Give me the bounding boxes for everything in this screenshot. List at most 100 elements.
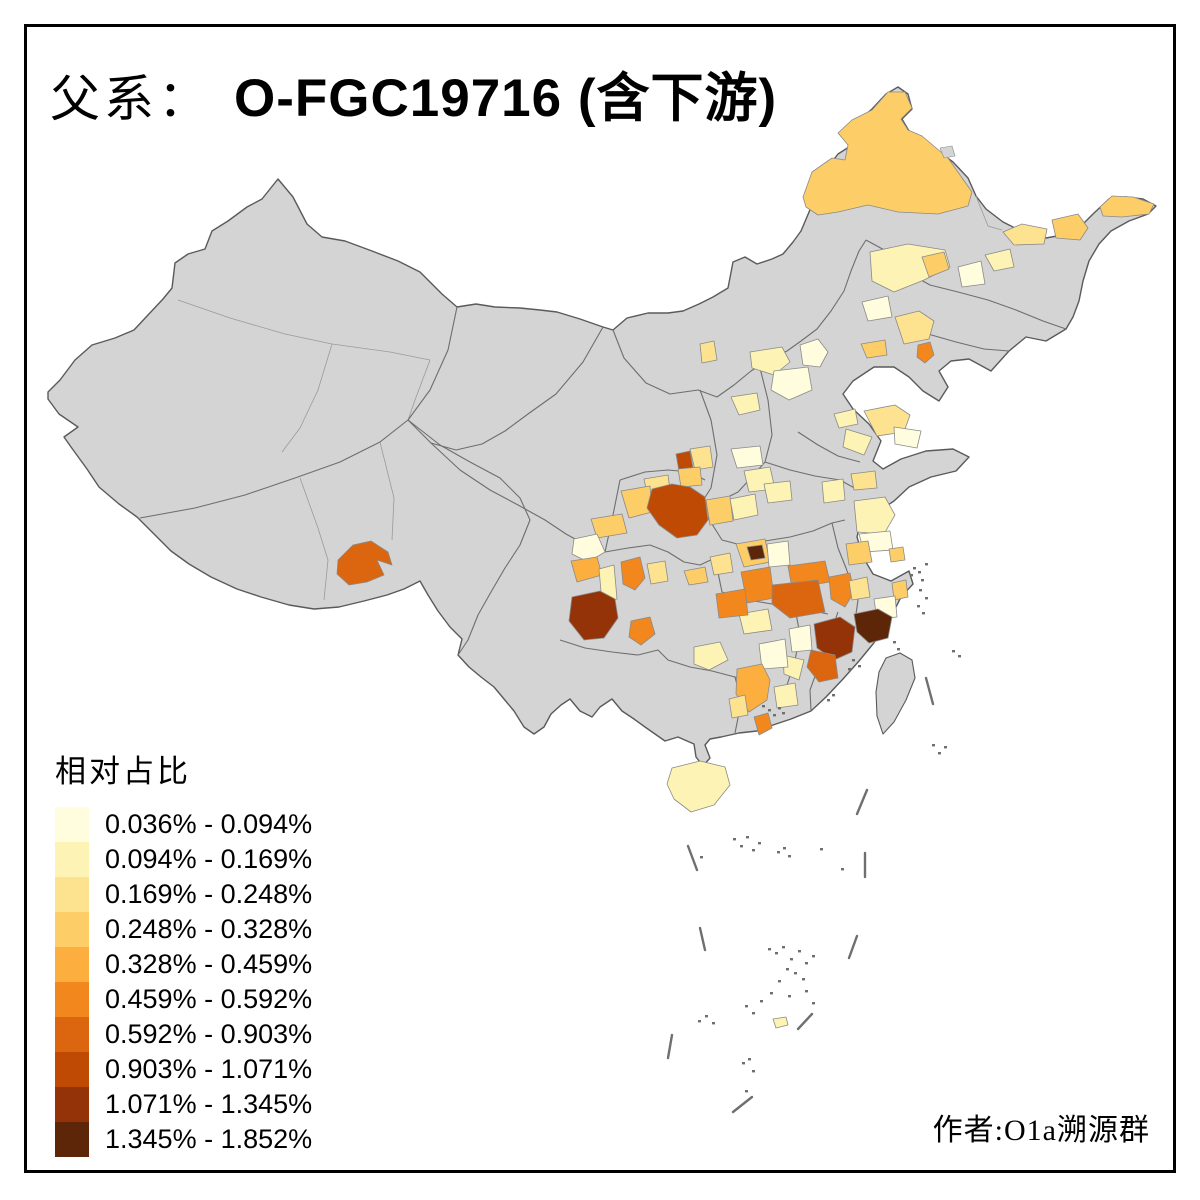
legend-label: 0.094% - 0.169% (105, 844, 313, 874)
choropleth-region (860, 339, 888, 359)
province-boundary-line (699, 504, 846, 546)
legend-swatch (55, 912, 89, 947)
small-island-speck (773, 714, 776, 717)
legend-title: 相对占比 (55, 754, 191, 789)
legend-row: 0.036% - 0.094% (55, 807, 312, 842)
choropleth-region (853, 608, 893, 644)
choropleth-region (850, 470, 878, 491)
legend-row: 0.903% - 1.071% (55, 1052, 312, 1087)
legend-swatch (55, 877, 89, 912)
small-island-speck (762, 705, 765, 708)
choropleth-region (728, 694, 749, 719)
small-island-speck (778, 980, 781, 983)
small-island-speck (820, 848, 823, 851)
small-island-speck (788, 855, 791, 858)
legend-swatch (55, 1087, 89, 1122)
small-island-speck (768, 709, 771, 712)
choropleth-region (753, 712, 773, 736)
sea-boundary-dash (847, 934, 859, 960)
legend-rows: 0.036% - 0.094% 0.094% - 0.169% 0.169% - 0… (55, 807, 312, 1157)
legend-swatch (55, 1017, 89, 1052)
choropleth-region (861, 295, 893, 322)
legend-swatch (55, 947, 89, 982)
choropleth-region (730, 392, 761, 416)
sea-boundary-dash (731, 1095, 754, 1114)
small-island-speck (952, 650, 955, 653)
choropleth-region (813, 616, 856, 661)
small-island-speck (705, 1015, 708, 1018)
province-boundary-line (797, 431, 861, 463)
legend-label: 0.459% - 0.592% (105, 984, 313, 1014)
province-boundary-line (139, 306, 458, 519)
prefecture-boundary-line (281, 343, 333, 453)
small-island-speck (712, 1022, 715, 1025)
small-island-speck (925, 597, 928, 600)
small-island-speck (921, 579, 924, 582)
sea-boundary-dash (698, 926, 707, 952)
small-island-speck (802, 978, 805, 981)
small-island-speck (944, 746, 947, 749)
legend-label: 0.328% - 0.459% (105, 949, 313, 979)
legend-swatch (55, 982, 89, 1017)
province-boundary-line (699, 389, 718, 506)
small-island-speck (783, 847, 786, 850)
choropleth-region (677, 466, 703, 488)
choropleth-region (646, 483, 709, 539)
prefecture-boundary-line (379, 441, 395, 541)
sea-boundary-dash (855, 788, 869, 816)
legend-label: 1.345% - 1.852% (105, 1124, 313, 1154)
province-boundary-line (407, 419, 531, 656)
small-island-speck (745, 1005, 748, 1008)
small-island-speck (917, 605, 920, 608)
sea-boundary-dash (796, 1012, 814, 1031)
legend-swatch (55, 807, 89, 842)
legend-row: 1.345% - 1.852% (55, 1122, 312, 1157)
legend-row: 1.071% - 1.345% (55, 1087, 312, 1122)
small-island-speck (698, 1020, 701, 1023)
choropleth-region (699, 340, 718, 364)
choropleth-region (336, 540, 393, 586)
choropleth-region (957, 260, 986, 288)
region-hole (939, 145, 956, 159)
choropleth-region (749, 346, 791, 376)
choropleth-region (853, 496, 896, 535)
small-island-speck (832, 694, 835, 697)
province-boundary-line (407, 326, 604, 451)
taiwan-island (875, 652, 916, 735)
small-island-speck (770, 992, 773, 995)
province-boundary-line (764, 461, 859, 491)
small-island-speck (958, 655, 961, 658)
choropleth-region (590, 513, 628, 539)
choropleth-region (894, 310, 935, 345)
small-island-speck (782, 946, 785, 949)
small-island-speck (742, 1062, 745, 1065)
choropleth-region (763, 480, 793, 504)
choropleth-region (821, 478, 846, 504)
small-island-speck (782, 712, 785, 715)
choropleth-region (921, 251, 950, 278)
legend-label: 1.071% - 1.345% (105, 1089, 313, 1119)
small-island-speck (760, 1000, 763, 1003)
choropleth-region (758, 638, 789, 670)
small-island-speck (777, 851, 780, 854)
legend-label: 0.169% - 0.248% (105, 879, 313, 909)
small-island-speck (790, 958, 793, 961)
choropleth-region (842, 428, 873, 456)
choropleth-region (1002, 223, 1048, 246)
small-island-speck (745, 1090, 748, 1093)
small-island-speck (748, 1058, 751, 1061)
choropleth-region (833, 408, 859, 429)
choropleth-region (620, 556, 646, 591)
choropleth-region (828, 572, 855, 608)
small-island-speck (922, 612, 925, 615)
sea-boundary-dash (666, 1033, 674, 1060)
choropleth-region (799, 338, 829, 368)
small-island-speck (827, 699, 830, 702)
choropleth-region (693, 641, 729, 671)
legend-row: 0.248% - 0.328% (55, 912, 312, 947)
small-island-speck (938, 752, 941, 755)
choropleth-region (766, 540, 791, 568)
small-island-speck (841, 868, 844, 871)
prefecture-boundary-line (975, 195, 1003, 231)
small-island-speck (919, 589, 922, 592)
